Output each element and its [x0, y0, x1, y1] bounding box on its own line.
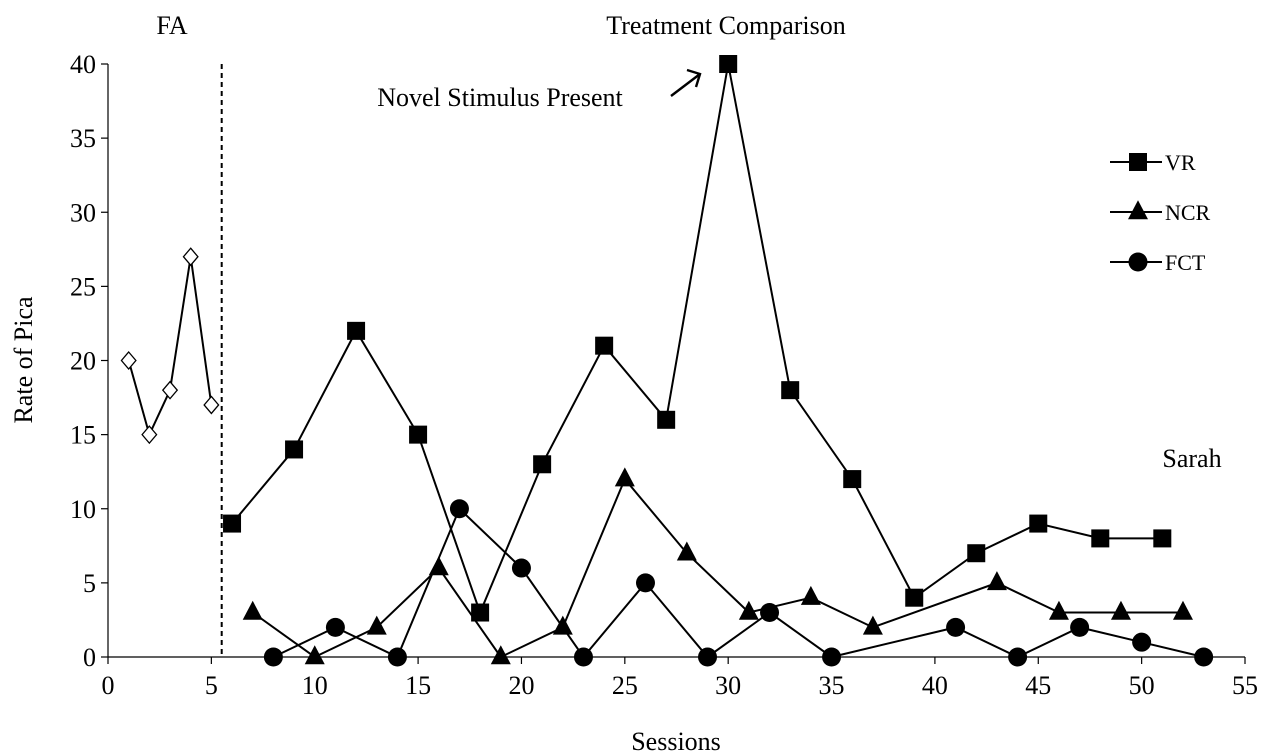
- fa-series-point: [120, 350, 137, 371]
- vr-series-point: [657, 410, 676, 429]
- y-tick-label: 35: [70, 124, 96, 153]
- annotation-arrow: [670, 68, 702, 97]
- ncr-series-point: [986, 571, 1007, 591]
- vr-series-point: [1091, 529, 1110, 548]
- fct-series-point: [1194, 647, 1214, 667]
- participant-label: Sarah: [1162, 444, 1221, 473]
- legend-fct-marker: [1128, 252, 1148, 272]
- y-tick-label: 40: [70, 50, 96, 79]
- x-tick-label: 25: [612, 671, 638, 700]
- fa-series-point: [161, 380, 179, 400]
- legend-vr-label: VR: [1165, 150, 1196, 175]
- fct-series-point: [325, 617, 345, 637]
- y-tick-label: 30: [70, 198, 96, 227]
- ncr-series-point: [738, 600, 759, 620]
- y-tick-label: 15: [70, 421, 96, 450]
- vr-series-point: [1153, 529, 1172, 548]
- ncr-series-point: [366, 615, 387, 635]
- ncr-series-point: [1110, 600, 1131, 620]
- ncr-series-point: [490, 645, 511, 665]
- fa-series-point: [141, 425, 158, 445]
- fct-series-point: [387, 647, 407, 667]
- legend-ncr-label: NCR: [1165, 200, 1211, 225]
- ncr-series-point: [242, 600, 263, 620]
- vr-series-point: [905, 588, 924, 607]
- y-tick-label: 25: [70, 272, 96, 301]
- fct-series-point: [946, 617, 966, 637]
- fct-series-point: [1008, 647, 1028, 667]
- fa-phase-label: FA: [156, 11, 188, 40]
- fct-series-point: [263, 647, 283, 667]
- vr-series-point: [409, 425, 428, 444]
- fct-series-point: [822, 647, 842, 667]
- ncr-series-point: [304, 645, 325, 665]
- x-axis-title: Sessions: [631, 727, 721, 755]
- vr-series-point: [533, 455, 552, 474]
- ncr-series-point: [614, 467, 635, 487]
- vr-series-point: [719, 55, 738, 73]
- vr-series-point: [471, 603, 490, 622]
- legend-fct-label: FCT: [1165, 250, 1206, 275]
- vr-series-point: [285, 440, 304, 459]
- x-tick-label: 30: [715, 671, 741, 700]
- vr-series-point: [347, 321, 366, 340]
- vr-series-point: [967, 544, 986, 563]
- y-axis-title: Rate of Pica: [9, 296, 38, 424]
- x-tick-label: 55: [1232, 671, 1258, 700]
- ncr-series-line: [252, 477, 1183, 659]
- vr-series-point: [595, 336, 614, 355]
- y-tick-label: 5: [83, 569, 96, 598]
- legend-ncr-marker: [1128, 200, 1148, 220]
- ncr-series-point: [862, 615, 883, 635]
- ncr-series-point: [1048, 600, 1069, 620]
- legend-vr-marker: [1129, 153, 1147, 171]
- ncr-series-point: [676, 541, 697, 561]
- vr-series-line: [231, 63, 1163, 616]
- x-tick-label: 5: [205, 671, 218, 700]
- ncr-series-point: [1172, 600, 1193, 620]
- x-tick-label: 40: [922, 671, 948, 700]
- x-tick-label: 15: [405, 671, 431, 700]
- ncr-series-point: [552, 615, 573, 635]
- fct-series-point: [760, 603, 780, 623]
- vr-series-point: [781, 381, 800, 400]
- fct-series-point: [573, 647, 593, 667]
- x-tick-label: 50: [1129, 671, 1155, 700]
- x-tick-label: 35: [819, 671, 845, 700]
- fa-series-line: [127, 256, 213, 438]
- fct-series-point: [1132, 632, 1152, 652]
- novel-stimulus-annotation: Novel Stimulus Present: [377, 83, 623, 112]
- x-tick-label: 20: [508, 671, 534, 700]
- x-tick-label: 0: [102, 671, 115, 700]
- fct-series-point: [1070, 617, 1090, 637]
- legend: VR NCR FCT: [1110, 150, 1211, 275]
- fct-series-point: [635, 573, 655, 593]
- fct-series-line: [272, 507, 1204, 659]
- vr-series-point: [1029, 514, 1048, 533]
- fa-series-point: [182, 247, 199, 267]
- treatment-phase-label: Treatment Comparison: [606, 11, 846, 40]
- x-tick-label: 10: [302, 671, 328, 700]
- ncr-series-point: [428, 556, 449, 576]
- vr-series-point: [223, 514, 242, 533]
- y-tick-label: 10: [70, 495, 96, 524]
- x-tick-label: 45: [1025, 671, 1051, 700]
- fct-series-point: [511, 558, 531, 578]
- fct-series-point: [698, 647, 718, 667]
- vr-series-point: [843, 470, 862, 489]
- fct-series-point: [449, 499, 469, 519]
- y-tick-label: 20: [70, 347, 96, 376]
- fa-series-point: [203, 395, 220, 415]
- ncr-series-point: [800, 585, 821, 605]
- y-tick-label: 0: [83, 643, 96, 672]
